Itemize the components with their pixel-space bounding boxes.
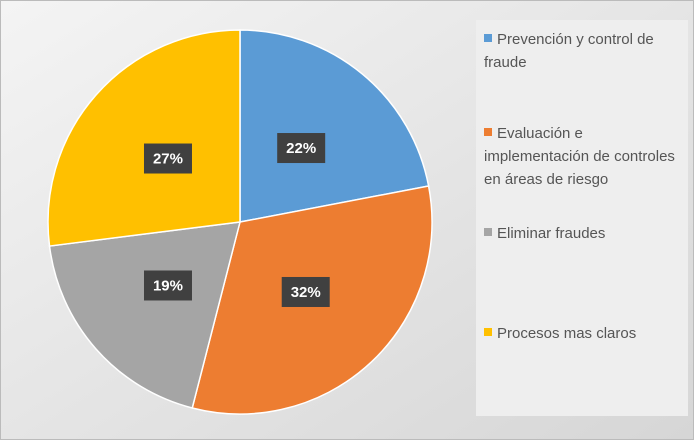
data-label: 32% bbox=[291, 284, 321, 301]
legend-label: Eliminar fraudes bbox=[497, 225, 606, 242]
legend-item: Prevención y control de fraude bbox=[484, 28, 684, 74]
legend-swatch bbox=[484, 328, 492, 336]
data-label-box bbox=[143, 270, 192, 301]
pie-slice bbox=[239, 29, 430, 223]
data-label: 22% bbox=[286, 140, 316, 157]
legend-swatch bbox=[484, 128, 492, 136]
pie-slice bbox=[47, 29, 241, 247]
data-label-box bbox=[281, 276, 330, 307]
data-label-box bbox=[143, 143, 192, 174]
legend: Prevención y control de fraude Evaluación… bbox=[476, 20, 688, 416]
legend-item: Eliminar fraudes bbox=[484, 222, 684, 245]
legend-item: Procesos mas claros bbox=[484, 322, 684, 345]
data-label-box bbox=[277, 133, 326, 164]
legend-label: Procesos mas claros bbox=[497, 325, 637, 342]
legend-label: Prevención y control de fraude bbox=[484, 31, 654, 71]
legend-label: Evaluación e implementación de controles… bbox=[484, 125, 675, 188]
legend-swatch bbox=[484, 228, 492, 236]
data-label: 27% bbox=[153, 150, 183, 167]
pie-slice bbox=[48, 221, 242, 409]
data-label: 19% bbox=[153, 277, 183, 294]
legend-swatch bbox=[484, 34, 492, 42]
legend-item: Evaluación e implementación de controles… bbox=[484, 122, 684, 191]
